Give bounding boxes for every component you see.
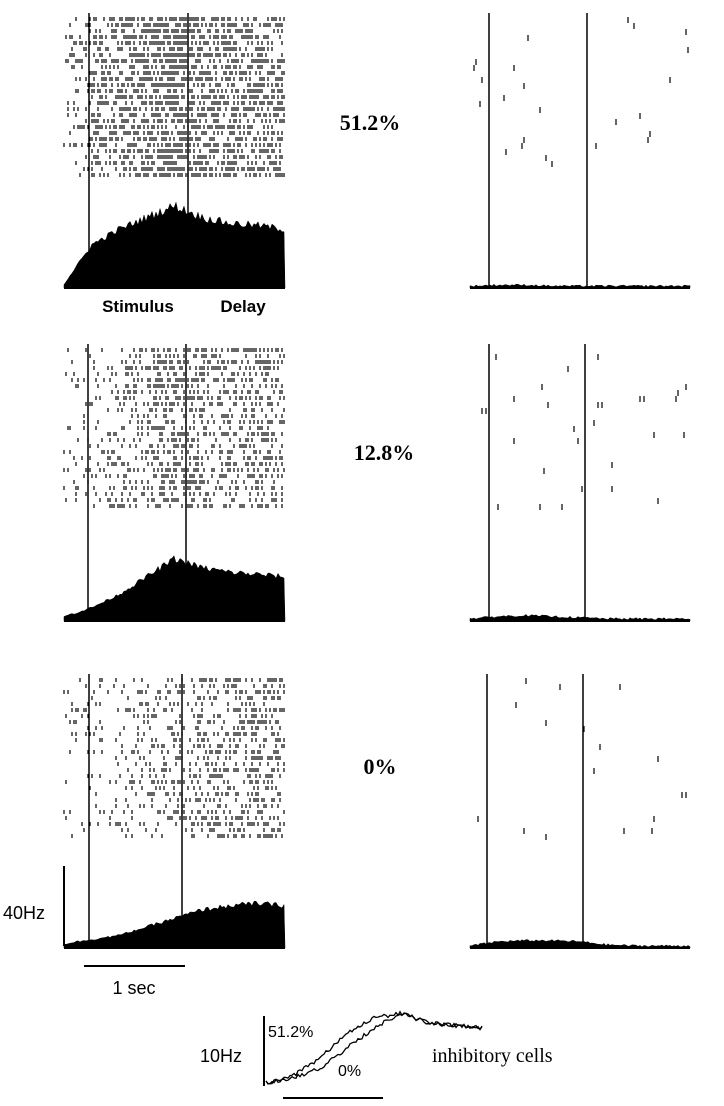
stimulus-epoch-label: Stimulus: [102, 297, 174, 316]
excitatory-panel-51: [63, 13, 286, 289]
time-scale-label: 1 sec: [112, 978, 155, 998]
excitatory-panel-12: [63, 344, 286, 622]
coherence-label-0: 0%: [364, 754, 397, 779]
psth-area: [63, 555, 286, 622]
inhibitory-panel-12: [469, 344, 691, 622]
coherence-label-51: 51.2%: [340, 110, 401, 135]
psth-area: [63, 201, 286, 289]
raster: [477, 678, 687, 840]
psth-area: [469, 614, 691, 622]
inset-caption: inhibitory cells: [432, 1045, 553, 1067]
raster: [63, 17, 285, 177]
inset-label-0: 0%: [338, 1063, 361, 1080]
inset-trace-0: [265, 1010, 483, 1085]
inhibitory-panel-51: [469, 13, 691, 289]
rate-scale-label: 40Hz: [3, 903, 45, 923]
inhibitory-cells-inset: 10Hz 51.2% 0% inhibitory cells: [200, 1010, 553, 1099]
delay-epoch-label: Delay: [220, 297, 266, 316]
coherence-label-12: 12.8%: [354, 440, 415, 465]
raster: [63, 348, 285, 508]
raster: [473, 17, 689, 167]
psth-area: [469, 939, 691, 949]
raster: [481, 354, 687, 510]
inset-traces: [265, 1010, 483, 1085]
inset-rate-scale-label: 10Hz: [200, 1046, 242, 1066]
psth-area: [63, 900, 286, 949]
raster: [63, 678, 285, 838]
inset-label-51: 51.2%: [268, 1024, 313, 1041]
excitatory-panel-0: [63, 674, 286, 949]
inhibitory-panel-0: [469, 674, 691, 949]
